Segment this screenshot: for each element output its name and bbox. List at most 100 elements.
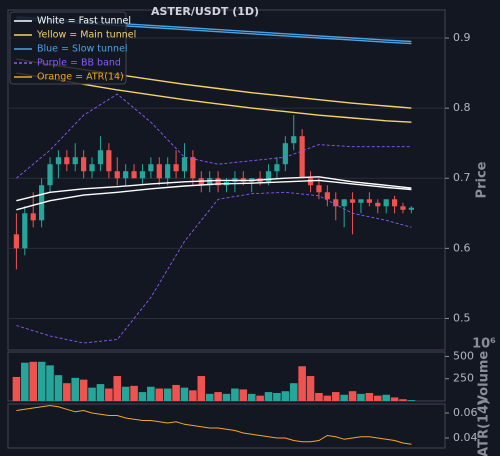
atr-panel	[7, 403, 446, 449]
y-tick-label: 0.06	[453, 406, 478, 419]
volume-bar	[79, 379, 88, 401]
candle-body	[207, 178, 213, 186]
volume-bar	[214, 392, 222, 401]
candle-body	[22, 213, 28, 249]
candle-body	[383, 199, 389, 207]
chart-title: ASTER/USDT (1D)	[151, 5, 259, 18]
volume-bar	[46, 365, 54, 401]
candle-body	[349, 199, 356, 203]
candle-body	[139, 171, 146, 179]
volume-bar	[348, 391, 357, 401]
y-tick-label: 0.9	[453, 31, 471, 44]
volume-bar	[357, 393, 365, 401]
atr-axis-label: ATR(14)	[477, 399, 492, 456]
y-tick-label: 0.6	[453, 241, 471, 254]
volume-bar	[113, 376, 122, 401]
candle-body	[173, 164, 179, 172]
tunnel-line	[16, 179, 412, 211]
candle-body	[72, 157, 78, 165]
volume-bar	[105, 388, 113, 401]
volume-bar	[21, 362, 29, 401]
legend-label: Purple = BB band	[37, 58, 121, 69]
volume-bar	[390, 397, 399, 401]
candle-body	[114, 171, 120, 179]
volume-bar	[130, 385, 138, 401]
tunnel-line	[16, 191, 412, 344]
volume-bar	[37, 361, 46, 401]
candle-body	[274, 164, 280, 172]
volume-bar	[96, 384, 105, 401]
legend-box	[9, 11, 127, 85]
candle-body	[400, 206, 406, 210]
volume-bar	[155, 388, 164, 401]
y-tick-label: 0.5	[453, 311, 471, 324]
volume-bar	[138, 392, 147, 401]
candle-body	[366, 199, 372, 203]
volume-bar	[88, 387, 96, 401]
legend-label: Orange = ATR(14)	[37, 72, 124, 83]
volume-bar	[180, 387, 189, 401]
volume-axis-label: Volume	[477, 351, 492, 406]
volume-bar	[373, 395, 382, 401]
candle-body	[190, 157, 196, 179]
candle-body	[215, 178, 221, 186]
candle-body	[307, 178, 314, 186]
candle-body	[13, 234, 20, 249]
volume-bar	[289, 383, 298, 401]
volume-bar	[315, 392, 323, 401]
candle-body	[81, 157, 87, 172]
candle-body	[148, 164, 154, 172]
volume-bar	[298, 366, 306, 401]
volume-bar	[382, 394, 390, 401]
volume-bar	[306, 376, 315, 401]
volume-bar	[121, 386, 130, 401]
volume-bar	[340, 394, 348, 401]
volume-bar	[222, 393, 231, 401]
volume-bar	[281, 391, 290, 401]
volume-bar	[12, 376, 21, 401]
candle-body	[358, 199, 364, 203]
candle-body	[181, 157, 188, 172]
candle-body	[408, 207, 414, 210]
candle-body	[299, 136, 305, 179]
candle-body	[341, 199, 347, 207]
y-tick-label: 0.8	[453, 101, 471, 114]
volume-bar	[323, 395, 332, 401]
candle-body	[282, 143, 288, 165]
volume-bar	[231, 388, 239, 401]
volume-bar	[256, 395, 264, 401]
volume-bar	[273, 392, 281, 401]
candle-body	[391, 199, 398, 207]
candle-body	[64, 157, 70, 165]
y-tick-label: 0.7	[453, 171, 471, 184]
volume-bar	[63, 383, 71, 401]
candle-body	[375, 202, 381, 207]
volume-bar	[331, 392, 340, 401]
volume-bar	[247, 393, 256, 401]
candle-body	[156, 164, 162, 179]
legend-label: Blue = Slow tunnel	[37, 44, 128, 55]
price-axis-label: Price	[475, 161, 490, 198]
volume-bar	[172, 384, 180, 401]
volume-bar	[197, 376, 206, 401]
candle-body	[165, 164, 171, 179]
candle-body	[324, 192, 330, 200]
volume-offset-label: 10⁶	[472, 337, 496, 352]
y-tick-label: 0.04	[453, 431, 478, 444]
volume-bar	[189, 390, 197, 401]
candle-body	[131, 171, 137, 179]
volume-bar	[205, 393, 214, 401]
legend: White = Fast tunnel Yellow = Main tunnel B…	[14, 16, 136, 83]
volume-bar	[29, 361, 37, 401]
legend-label: Yellow = Main tunnel	[36, 30, 136, 41]
legend-label: White = Fast tunnel	[37, 16, 131, 27]
volume-bar	[54, 375, 63, 401]
candle-body	[333, 199, 339, 207]
volume-bar	[71, 377, 80, 401]
candle-body	[30, 213, 36, 221]
candle-body	[123, 171, 129, 179]
volume-bar	[264, 392, 273, 401]
y-tick-label: 250	[453, 372, 474, 385]
